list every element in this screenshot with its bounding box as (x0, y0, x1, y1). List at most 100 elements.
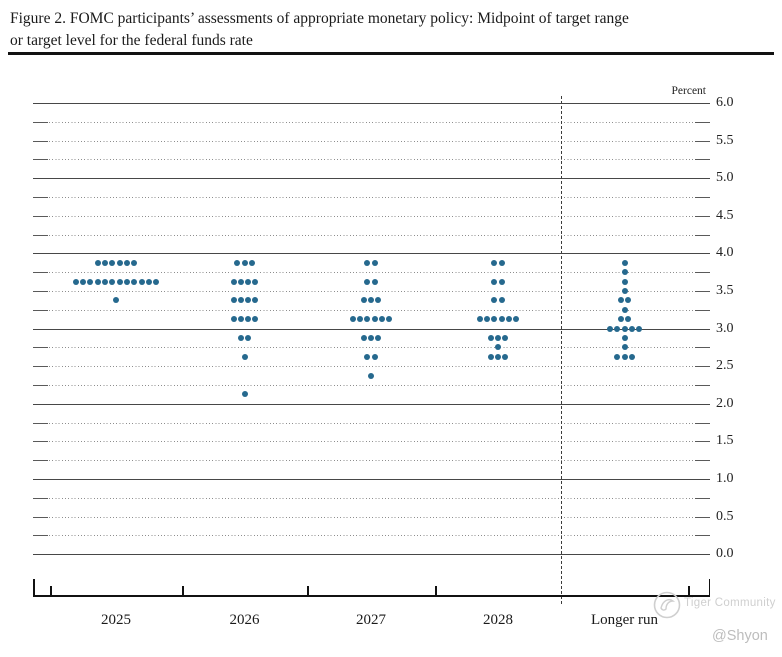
projection-dot (368, 297, 374, 304)
projection-dot (72, 278, 79, 285)
projection-dot (109, 259, 116, 266)
projection-dot (625, 297, 632, 304)
projection-dot (237, 297, 244, 304)
projection-dot (123, 259, 130, 266)
projection-dot (498, 259, 505, 266)
gridline-left-cap (33, 291, 48, 292)
projection-dot (484, 316, 491, 323)
projection-dot (513, 316, 520, 323)
projection-dot (357, 316, 364, 323)
projection-dot (241, 353, 248, 360)
projection-dot (94, 259, 101, 266)
projection-dot (252, 278, 259, 285)
projection-dot (502, 335, 509, 341)
gridline-left-cap (33, 309, 48, 311)
gridline-right-cap (695, 234, 710, 236)
projection-dot (364, 259, 371, 266)
axis-tick (182, 586, 184, 595)
x-axis-label: 2025 (101, 612, 131, 628)
gridline-right-cap (695, 215, 710, 217)
projection-dot (237, 278, 244, 285)
gridline-right-cap (695, 460, 710, 462)
figure-title-line-2: or target level for the federal funds ra… (10, 32, 253, 49)
projection-dot (621, 325, 628, 332)
projection-dot (252, 297, 259, 304)
gridline-solid (33, 403, 710, 405)
projection-dot (621, 335, 628, 341)
projection-dot (368, 372, 374, 379)
axis-tick (688, 586, 690, 595)
longer-run-separator-line (561, 96, 562, 604)
gridline-left-cap (33, 385, 48, 386)
projection-dot (371, 316, 378, 323)
projection-dot (617, 297, 624, 304)
projection-dot (487, 353, 494, 360)
gridline-solid (33, 253, 710, 255)
projection-dot (131, 259, 138, 266)
gridline-left-cap (33, 234, 48, 236)
projection-dot (621, 306, 628, 313)
gridline-dotted (33, 197, 710, 198)
projection-dot (237, 335, 244, 341)
gridline-right-cap (695, 497, 710, 499)
gridline-solid (33, 178, 710, 180)
y-axis-label: 4.0 (716, 245, 734, 261)
y-axis-unit-label: Percent (671, 85, 706, 97)
y-axis-label: 1.5 (716, 433, 734, 449)
projection-dot (368, 335, 374, 341)
projection-dot (502, 353, 509, 360)
gridline-right-cap (695, 516, 710, 518)
axis-tick (435, 586, 437, 595)
gridline-right-cap (695, 197, 710, 198)
axis-tick (50, 586, 52, 595)
gridline-solid (33, 103, 710, 104)
projection-dot (131, 278, 138, 285)
y-axis-label: 6.0 (716, 95, 734, 110)
projection-dot (491, 259, 498, 266)
projection-dot (234, 259, 241, 266)
projection-dot (636, 325, 643, 332)
gridline-dotted (33, 347, 710, 349)
projection-dot (138, 278, 145, 285)
gridline-right-cap (695, 272, 710, 274)
projection-dot (102, 259, 109, 266)
projection-dot (116, 259, 123, 266)
projection-dot (621, 344, 628, 351)
tiger-community-logo-icon (653, 591, 681, 619)
projection-dot (364, 353, 371, 360)
projection-dot (237, 316, 244, 323)
projection-dot (495, 344, 501, 351)
projection-dot (491, 297, 498, 304)
projection-dot (621, 259, 628, 266)
projection-dot (153, 278, 160, 285)
y-axis-label: 2.0 (716, 395, 734, 411)
y-axis-label: 5.5 (716, 132, 734, 148)
projection-dot (248, 259, 255, 266)
gridline-dotted (33, 121, 710, 123)
gridline-dotted (33, 497, 710, 499)
gridline-right-cap (695, 309, 710, 311)
gridline-right-cap (695, 291, 710, 292)
gridline-left-cap (33, 347, 48, 349)
projection-dot (360, 297, 367, 304)
x-axis-line (33, 595, 710, 597)
gridline-dotted (33, 159, 710, 161)
y-axis-label: 3.5 (716, 283, 734, 298)
figure-title: Figure 2. FOMC participants’ assessments… (10, 8, 770, 52)
projection-dot (621, 278, 628, 285)
projection-dot (113, 297, 119, 304)
gridline-dotted (33, 535, 710, 537)
projection-dot (364, 316, 371, 323)
projection-dot (487, 335, 494, 341)
projection-dot (371, 278, 378, 285)
projection-dot (87, 278, 94, 285)
projection-dot (245, 335, 252, 341)
y-axis-label: 4.5 (716, 207, 734, 223)
y-axis-label: 2.5 (716, 358, 734, 374)
projection-dot (145, 278, 152, 285)
gridline-left-cap (33, 366, 48, 368)
gridline-right-cap (695, 347, 710, 349)
gridline-solid (33, 554, 710, 556)
figure-title-line-1: Figure 2. FOMC participants’ assessments… (10, 10, 629, 27)
